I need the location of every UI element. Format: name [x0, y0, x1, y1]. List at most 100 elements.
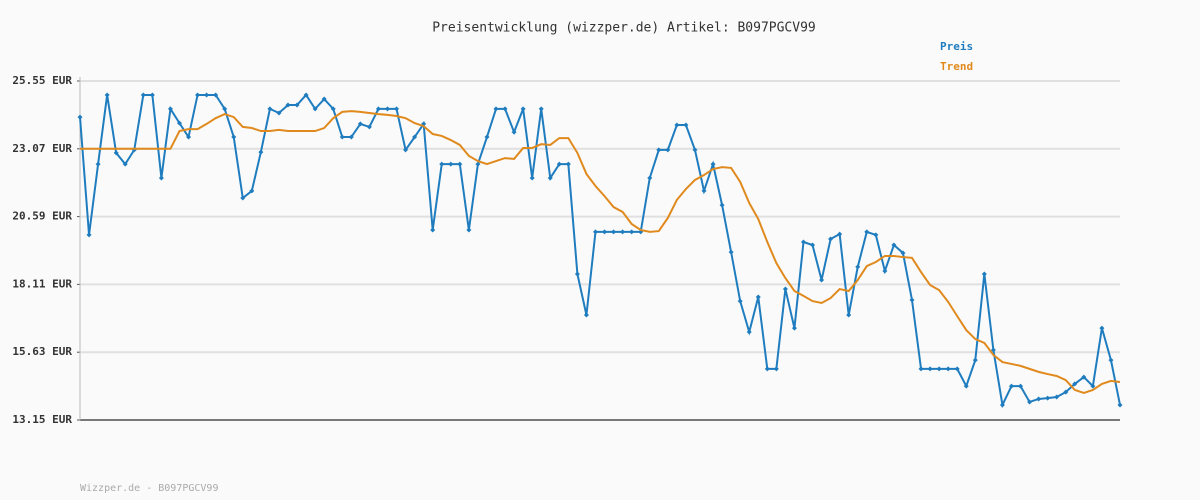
- point: [791, 325, 797, 331]
- point: [701, 188, 707, 194]
- point: [683, 122, 689, 128]
- point: [321, 96, 327, 102]
- point: [484, 134, 490, 140]
- point: [448, 161, 454, 167]
- point: [963, 383, 969, 389]
- point: [1090, 383, 1096, 389]
- point: [936, 366, 942, 372]
- point: [475, 161, 481, 167]
- point: [285, 102, 291, 108]
- point: [1108, 357, 1114, 363]
- point: [113, 150, 119, 156]
- point: [882, 268, 888, 274]
- point: [620, 229, 626, 235]
- point: [719, 202, 725, 208]
- point: [1008, 383, 1014, 389]
- point: [927, 366, 933, 372]
- point: [764, 366, 770, 372]
- point: [457, 161, 463, 167]
- point: [990, 347, 996, 353]
- point: [339, 134, 345, 140]
- chart-title: Preisentwicklung (wizzper.de) Artikel: B…: [432, 21, 816, 36]
- point: [303, 92, 309, 98]
- point: [583, 312, 589, 318]
- legend-label: Trend: [940, 60, 973, 73]
- point: [1018, 383, 1024, 389]
- point: [728, 249, 734, 255]
- point: [918, 366, 924, 372]
- series-line: [80, 110, 1121, 394]
- point: [77, 114, 83, 120]
- point: [647, 175, 653, 181]
- point: [1063, 389, 1069, 395]
- point: [1117, 402, 1123, 408]
- point: [710, 161, 716, 167]
- point: [95, 161, 101, 167]
- point: [692, 147, 698, 153]
- point: [999, 402, 1005, 408]
- point: [556, 161, 562, 167]
- point: [276, 110, 282, 116]
- point: [348, 134, 354, 140]
- point: [394, 106, 400, 112]
- point: [574, 271, 580, 277]
- point: [158, 175, 164, 181]
- point: [629, 229, 635, 235]
- point: [592, 229, 598, 235]
- point: [565, 161, 571, 167]
- point: [384, 106, 390, 112]
- point: [122, 161, 128, 167]
- point: [864, 229, 870, 235]
- point: [412, 134, 418, 140]
- point: [810, 242, 816, 248]
- y-tick-label: 23.07 EUR: [12, 142, 72, 155]
- point: [981, 271, 987, 277]
- point: [86, 232, 92, 238]
- point: [538, 106, 544, 112]
- point: [1081, 374, 1087, 380]
- point: [674, 122, 680, 128]
- point: [330, 106, 336, 112]
- y-tick-label: 18.11 EUR: [12, 277, 72, 290]
- point: [375, 106, 381, 112]
- point: [1054, 394, 1060, 400]
- y-tick-label: 20.59 EUR: [12, 210, 72, 223]
- point: [755, 294, 761, 300]
- point: [430, 227, 436, 233]
- point: [837, 231, 843, 237]
- point: [900, 250, 906, 256]
- point: [186, 134, 192, 140]
- point: [167, 106, 173, 112]
- point: [466, 227, 472, 233]
- footer: Wizzper.de - B097PGCV99: [80, 483, 218, 494]
- y-tick-label: 15.63 EUR: [12, 345, 72, 358]
- point: [891, 242, 897, 248]
- point: [204, 92, 210, 98]
- point: [773, 366, 779, 372]
- point: [502, 106, 508, 112]
- point: [602, 229, 608, 235]
- point: [213, 92, 219, 98]
- point: [511, 129, 517, 135]
- point: [149, 92, 155, 98]
- point: [945, 366, 951, 372]
- point: [249, 188, 255, 194]
- point: [1045, 395, 1051, 401]
- legend-label: Preis: [940, 40, 973, 53]
- point: [267, 106, 273, 112]
- point: [1036, 396, 1042, 402]
- point: [737, 298, 743, 304]
- point: [439, 161, 445, 167]
- point: [1072, 381, 1078, 387]
- point: [972, 357, 978, 363]
- point: [547, 175, 553, 181]
- point: [195, 92, 201, 98]
- point: [782, 286, 788, 292]
- point: [656, 147, 662, 153]
- point: [222, 106, 228, 112]
- point: [258, 149, 264, 155]
- point: [800, 239, 806, 245]
- point: [1027, 399, 1033, 405]
